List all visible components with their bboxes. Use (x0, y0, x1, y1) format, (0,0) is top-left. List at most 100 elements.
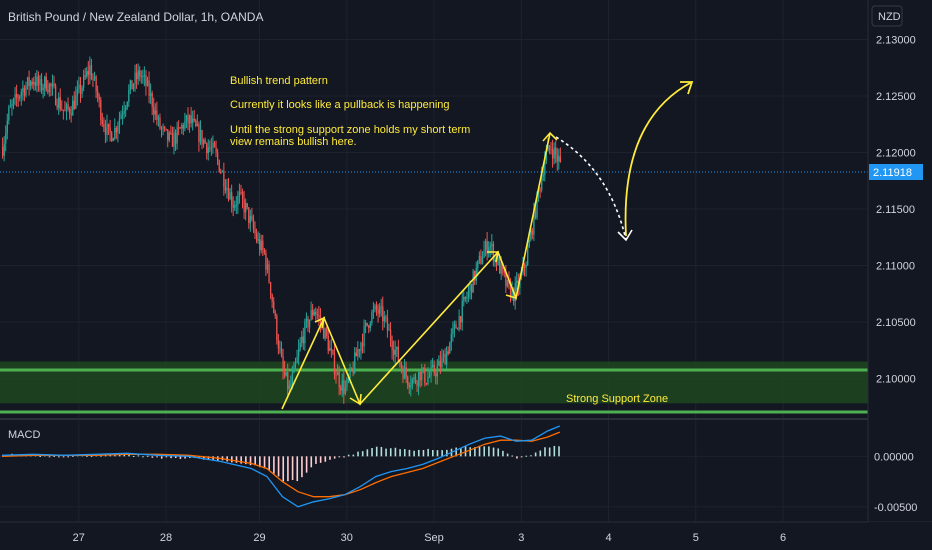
candle-body (212, 142, 214, 148)
candle-body (379, 307, 381, 314)
candle-body (375, 305, 378, 310)
time-tick-label: 4 (605, 532, 611, 544)
candle-body (422, 367, 424, 371)
macd-title[interactable]: MACD (8, 429, 40, 441)
candle-body (150, 93, 152, 97)
candle-body (374, 305, 376, 310)
candle-body (432, 364, 434, 367)
candle-body (340, 387, 342, 391)
macd-hist-bar (530, 455, 532, 457)
candle-body (483, 250, 485, 258)
candle-body (436, 366, 438, 377)
candle-body (449, 342, 451, 354)
candle-body (383, 316, 386, 322)
macd-hist-bar (170, 456, 172, 459)
candle-body (470, 283, 473, 293)
candle-body (17, 97, 19, 99)
candle-body (45, 76, 47, 91)
macd-hist-bar (268, 456, 271, 470)
candle-body (199, 130, 202, 143)
candle-body (95, 76, 97, 92)
candle-body (36, 76, 38, 86)
candle-body (551, 149, 554, 159)
zigzag-arrowhead-5 (542, 131, 558, 142)
candle-body (478, 255, 481, 261)
macd-hist-bar (301, 456, 303, 478)
candle-body (37, 76, 40, 85)
candle-body (83, 75, 85, 88)
candle-body (386, 317, 389, 331)
macd-line (1, 425, 561, 508)
macd-hist-bar (380, 446, 383, 457)
candle-body (346, 378, 348, 388)
candle-body (89, 65, 91, 75)
zigzag-arrowhead-4 (505, 287, 519, 300)
macd-hist-bar (506, 453, 509, 457)
price-scale[interactable] (868, 0, 932, 522)
candle-body (425, 383, 428, 385)
macd-hist-bar (469, 447, 471, 457)
candle-body (235, 204, 237, 206)
candle-body (358, 349, 361, 352)
candle-body (469, 283, 471, 291)
candle-body (78, 84, 80, 90)
currency-badge[interactable] (871, 5, 903, 27)
macd-hist-bar (273, 456, 275, 474)
price-tick-label: 2.12000 (876, 148, 916, 160)
candle-body (315, 311, 317, 315)
candle-body (461, 300, 463, 323)
candle-body (505, 272, 507, 287)
candle-body (86, 71, 88, 77)
candle-body (170, 132, 172, 134)
macd-hist-bar (291, 456, 294, 480)
candle-body (249, 216, 252, 223)
candle-body (131, 80, 133, 90)
candle-body (558, 156, 560, 162)
candle-body (51, 83, 54, 87)
time-tick-label: 5 (693, 532, 699, 544)
macd-hist-bar (502, 450, 504, 457)
macd-hist-bar (207, 456, 210, 460)
macd-hist-bar (361, 451, 364, 457)
macd-hist-bar (460, 448, 462, 457)
time-axis[interactable] (0, 522, 868, 550)
macd-hist-bar (240, 456, 242, 464)
macd-hist-bar (497, 448, 500, 457)
macd-hist-bar (352, 454, 355, 457)
macd-hist-bar (86, 455, 88, 457)
annotation-line-2: Currently it looks like a pullback is ha… (230, 99, 450, 111)
macd-hist-bar (422, 449, 425, 457)
candle-body (42, 87, 44, 91)
candle-body (31, 81, 33, 85)
symbol-title[interactable]: British Pound / New Zealand Dollar, 1h, … (8, 10, 263, 24)
candle-body (84, 75, 86, 77)
candle-body (260, 240, 262, 251)
macd-hist-bar (338, 456, 341, 458)
time-tick-label: Sep (424, 532, 444, 544)
candle-body (333, 353, 336, 375)
pullback-arrow (555, 136, 627, 241)
candle-body (397, 346, 400, 362)
macd-hist-bar (371, 448, 373, 457)
macd-hist-bar (324, 456, 327, 462)
candle-body (126, 101, 128, 108)
macd-hist-bar (455, 447, 457, 457)
axis-corner[interactable] (868, 522, 932, 550)
candle-body (382, 306, 384, 322)
macd-hist-bar (254, 456, 256, 466)
candle-body (287, 372, 289, 389)
macd-hist-bar (123, 453, 126, 457)
candle-body (332, 349, 334, 354)
candle-body (350, 368, 353, 370)
candle-body (305, 318, 308, 322)
candle-body (298, 349, 300, 357)
candle-body (372, 309, 375, 313)
candle-body (118, 118, 121, 127)
candle-body (550, 149, 552, 151)
macd-hist-bar (259, 456, 261, 468)
candle-body (450, 334, 453, 343)
macd-hist-bar (558, 446, 560, 457)
candle-body (389, 329, 392, 342)
candle-body (511, 287, 513, 298)
